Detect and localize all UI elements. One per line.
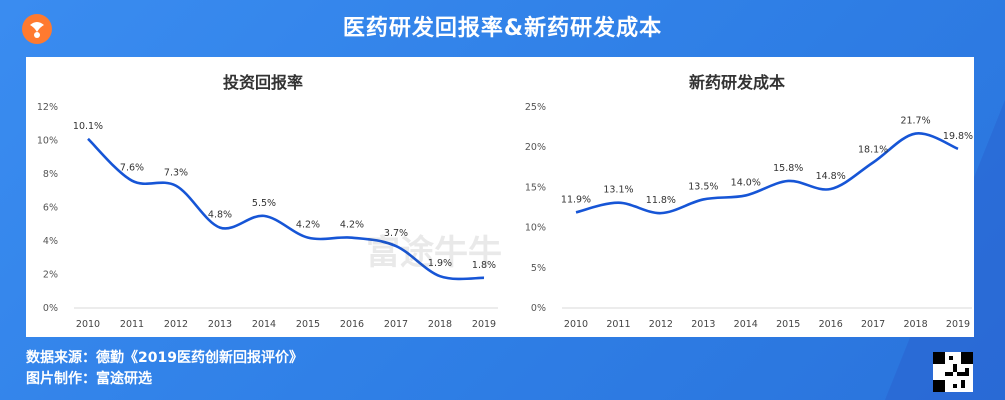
data-label: 7.6% [120,163,144,174]
data-label: 15.8% [773,163,803,174]
x-tick-label: 2017 [861,319,885,330]
y-tick-label: 10% [37,136,58,147]
x-tick-label: 2010 [76,319,100,330]
data-label: 11.8% [646,195,676,206]
x-tick-label: 2017 [384,319,408,330]
y-tick-label: 25% [525,102,546,113]
chart-panel: 投资回报率 新药研发成本 0% 2% 4% 6% 8% 10% 12% 2010 2011 201… [26,57,974,337]
data-label: 19.8% [943,131,973,142]
data-label: 13.5% [688,181,718,192]
y-tick-label: 4% [43,236,58,247]
page-title: 医药研发回报率&新药研发成本 [342,16,663,41]
data-label: 1.8% [472,260,496,271]
x-tick-label: 2018 [903,319,927,330]
data-label: 4.2% [340,220,364,231]
x-tick-label: 2012 [164,319,188,330]
futu-logo-icon [21,13,53,45]
x-tick-label: 2015 [776,319,800,330]
watermark-text: 富途牛牛 [366,233,502,273]
x-tick-label: 2011 [120,319,144,330]
footer-source: 数据来源：德勤《2019医药创新回报评价》 [26,350,303,366]
data-label: 11.9% [561,194,591,205]
data-label: 18.1% [858,144,888,155]
x-tick-label: 2013 [208,319,232,330]
data-label: 14.8% [816,171,846,182]
data-label: 1.9% [428,258,452,269]
data-label: 5.5% [252,198,276,209]
x-tick-label: 2010 [564,319,588,330]
y-tick-label: 15% [525,182,546,193]
x-tick-label: 2013 [691,319,715,330]
data-label: 21.7% [900,116,930,127]
y-tick-label: 12% [37,102,58,113]
series-line [87,137,485,281]
x-tick-label: 2019 [946,319,970,330]
y-tick-label: 20% [525,142,546,153]
x-tick-label: 2014 [734,319,758,330]
data-label: 7.3% [164,168,188,179]
data-label: 4.8% [208,210,232,221]
series-line [575,132,959,215]
chart-title-roi: 投资回报率 [222,73,303,92]
data-label: 4.2% [296,220,320,231]
charts-svg: 0% 2% 4% 6% 8% 10% 12% 2010 2011 2012 2013 2014 2015… [37,102,973,330]
y-tick-label: 8% [43,169,58,180]
y-tick-label: 6% [43,203,58,214]
data-label: 14.0% [731,177,761,188]
x-tick-label: 2016 [819,319,843,330]
chart-title-cost: 新药研发成本 [688,73,785,92]
data-label: 13.1% [603,185,633,196]
x-tick-label: 2011 [606,319,630,330]
x-tick-label: 2014 [252,319,276,330]
y-tick-label: 10% [525,223,546,234]
y-tick-label: 2% [43,270,58,281]
data-label: 10.1% [73,121,103,132]
y-tick-label: 0% [43,303,58,314]
x-tick-label: 2015 [296,319,320,330]
y-tick-label: 5% [531,263,546,274]
data-label: 3.7% [384,228,408,239]
footer-made-by: 图片制作：富途研选 [26,371,152,387]
x-tick-label: 2019 [472,319,496,330]
qr-code-icon [933,352,973,392]
x-tick-label: 2016 [340,319,364,330]
y-tick-label: 0% [531,303,546,314]
x-tick-label: 2012 [649,319,673,330]
x-tick-label: 2018 [428,319,452,330]
